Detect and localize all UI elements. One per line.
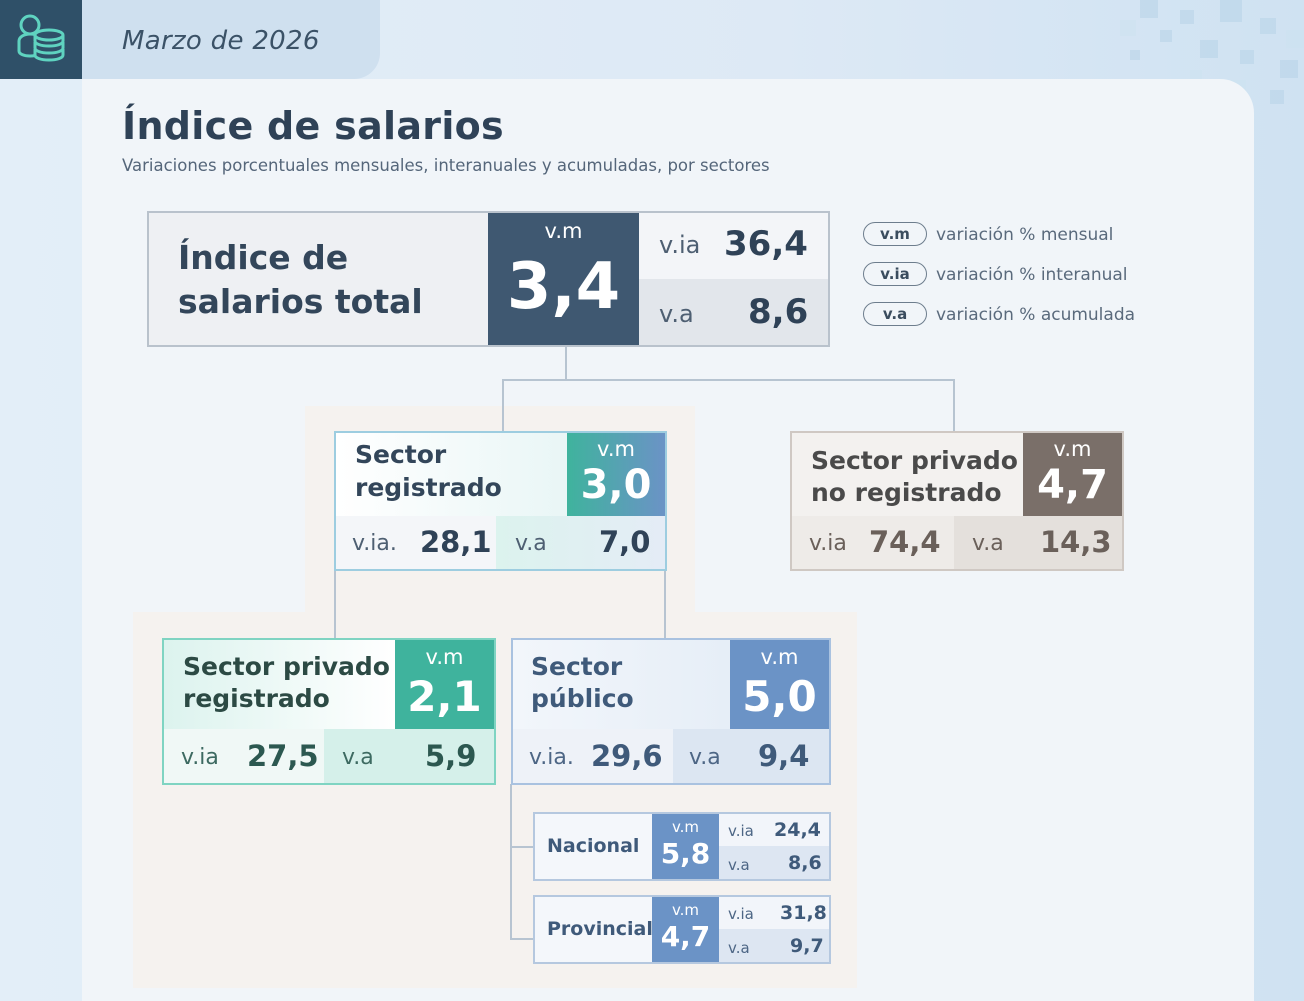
nacional-via-label: v.ia: [728, 822, 754, 840]
registrado-va-value: 7,0: [599, 525, 651, 559]
publico-vm-cell: [730, 640, 829, 729]
privado-registrado-vm-cell: [395, 640, 494, 729]
provincial-va-value: 9,7: [790, 935, 824, 957]
total-label-line1: Índice de: [178, 238, 349, 277]
privado-registrado-via-value: 27,5: [247, 739, 319, 773]
total-va-cell: [639, 279, 828, 345]
provincial-via-label: v.ia: [728, 905, 754, 923]
privado-registrado-label-bg: [164, 640, 395, 729]
nacional-via-cell: [719, 814, 829, 846]
registrado-via-value: 28,1: [420, 525, 492, 559]
nacional-vm-value: 5,8: [660, 837, 711, 870]
registrado-label-line2: registrado: [355, 473, 502, 502]
provincial-vm-cell: [652, 897, 719, 962]
legend-text-via: variación % interanual: [936, 265, 1128, 285]
no-registrado-via-value: 74,4: [869, 525, 941, 559]
no-registrado-vm-cell: [1023, 433, 1122, 516]
nacional-label: Nacional: [547, 835, 640, 857]
no-registrado-via-label: v.ia: [809, 531, 847, 556]
no-registrado-vm-label: v.m: [1053, 437, 1092, 461]
provincial-va-label: v.a: [728, 939, 750, 957]
no-registrado-vm-value: 4,7: [1037, 462, 1108, 508]
no-registrado-label-line2: no registrado: [811, 478, 1002, 507]
provincial-vm-label: v.m: [671, 901, 700, 919]
connector: [334, 569, 336, 639]
publico-va-value: 9,4: [758, 739, 810, 773]
provincial-via-cell: [719, 897, 829, 929]
connector: [953, 379, 955, 433]
registrado-via-label: v.ia.: [352, 531, 397, 556]
connector: [510, 846, 534, 848]
privado-registrado-vm-label: v.m: [425, 645, 464, 669]
nacional-va-label: v.a: [728, 856, 750, 874]
total-via-value: 36,4: [724, 224, 808, 264]
publico-label-line2: público: [531, 684, 634, 713]
total-vm-value: 3,4: [506, 250, 621, 324]
privado-registrado-label-line2: registrado: [183, 684, 330, 713]
provincial-label: Provincial: [547, 918, 653, 940]
coins-stack-icon: [13, 11, 69, 69]
legend-key-via: v.ia: [863, 262, 927, 286]
registrado-vm-value: 3,0: [580, 462, 652, 508]
provincial-vm-value: 4,7: [660, 920, 711, 953]
provincial-va-cell: [719, 929, 829, 962]
legend-text-va: variación % acumulada: [936, 305, 1136, 325]
page-title: Índice de salarios: [122, 104, 504, 148]
no-registrado-via-cell: [792, 516, 954, 569]
date-tab: [82, 0, 380, 79]
no-registrado-va-label: v.a: [972, 531, 1004, 556]
privado-registrado-va-cell: [324, 729, 494, 783]
nacional-vm-label: v.m: [671, 818, 700, 836]
report-date: Marzo de 2026: [122, 26, 320, 56]
connector: [502, 379, 955, 381]
registrado-vm-cell: [567, 433, 665, 516]
publico-label-bg: [513, 640, 730, 729]
legend-key-vm: v.m: [863, 222, 927, 246]
publico-vm-value: 5,0: [742, 672, 817, 721]
nacional-vm-cell: [652, 814, 719, 879]
total-vm-cell: [488, 213, 639, 345]
privado-registrado-via-label: v.ia: [181, 745, 219, 770]
privado-registrado-label-line1: Sector privado: [183, 652, 390, 681]
total-va-label: v.a: [659, 300, 694, 328]
connector: [510, 938, 534, 940]
privado-registrado-va-label: v.a: [342, 745, 374, 770]
legend-key-va: v.a: [863, 302, 927, 326]
publico-vm-label: v.m: [760, 645, 799, 669]
nacional-va-cell: [719, 846, 829, 879]
connector: [664, 569, 666, 639]
publico-va-cell: [673, 729, 829, 783]
publico-via-value: 29,6: [591, 739, 663, 773]
publico-via-cell: [513, 729, 673, 783]
legend-text-vm: variación % mensual: [936, 225, 1114, 245]
privado-registrado-via-cell: [164, 729, 324, 783]
page-subtitle: Variaciones porcentuales mensuales, inte…: [122, 156, 770, 175]
nacional-va-value: 8,6: [788, 852, 822, 874]
publico-via-label: v.ia.: [529, 745, 574, 770]
no-registrado-label-line1: Sector privado: [811, 446, 1018, 475]
publico-va-label: v.a: [689, 745, 721, 770]
registrado-label-line1: Sector: [355, 440, 447, 469]
no-registrado-va-value: 14,3: [1040, 525, 1112, 559]
connector: [502, 379, 504, 433]
total-via-label: v.ia: [659, 231, 701, 259]
total-va-value: 8,6: [748, 292, 809, 332]
privado-registrado-va-value: 5,9: [425, 739, 477, 773]
logo: [0, 0, 82, 79]
total-label-line2: salarios total: [178, 282, 423, 321]
nacional-via-value: 24,4: [774, 819, 821, 841]
total-via-cell: [639, 213, 828, 279]
privado-registrado-vm-value: 2,1: [407, 672, 482, 721]
registrado-va-cell: [496, 516, 665, 569]
connector: [510, 784, 512, 940]
registrado-via-cell: [336, 516, 496, 569]
registrado-vm-label: v.m: [597, 437, 635, 461]
connector: [565, 346, 567, 380]
registrado-label-bg: [336, 433, 567, 516]
total-vm-label: v.m: [544, 219, 583, 243]
provincial-via-value: 31,8: [780, 902, 827, 924]
no-registrado-va-cell: [954, 516, 1122, 569]
publico-label-line1: Sector: [531, 652, 623, 681]
registrado-va-label: v.a: [515, 531, 547, 556]
